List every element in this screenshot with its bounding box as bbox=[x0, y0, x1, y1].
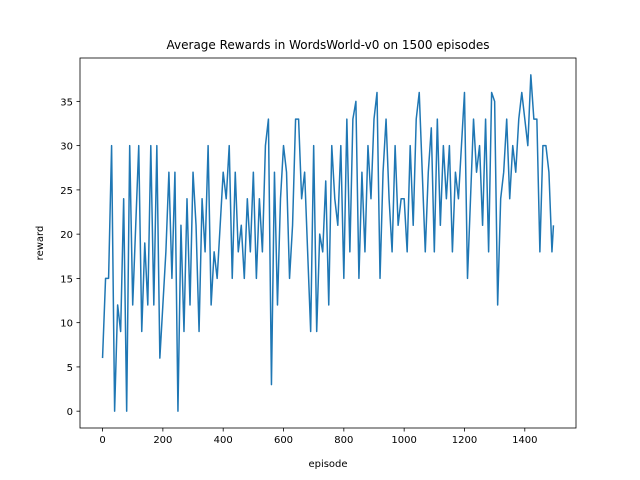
x-tick-label: 0 bbox=[99, 435, 105, 446]
x-tick-label: 1200 bbox=[452, 435, 477, 446]
x-tick-label: 600 bbox=[274, 435, 293, 446]
axes-frame bbox=[79, 57, 577, 429]
x-tick-label: 400 bbox=[214, 435, 233, 446]
y-tick-label: 5 bbox=[67, 363, 73, 374]
y-tick-label: 35 bbox=[60, 97, 73, 108]
y-tick-label: 20 bbox=[60, 230, 73, 241]
x-axis-label: episode bbox=[308, 459, 347, 470]
chart-title: Average Rewards in WordsWorld-v0 on 1500… bbox=[167, 38, 490, 52]
x-tick-label: 800 bbox=[334, 435, 353, 446]
y-axis-label: reward bbox=[35, 226, 46, 261]
y-tick-label: 30 bbox=[60, 142, 73, 153]
x-tick-label: 1400 bbox=[512, 435, 537, 446]
y-tick-label: 15 bbox=[60, 274, 73, 285]
line bbox=[101, 74, 555, 412]
x-tick-label: 200 bbox=[153, 435, 172, 446]
x-tick-label: 1000 bbox=[391, 435, 416, 446]
y-tick-label: 0 bbox=[67, 407, 73, 418]
y-tick-label: 10 bbox=[60, 319, 73, 330]
y-tick-label: 25 bbox=[60, 186, 73, 197]
